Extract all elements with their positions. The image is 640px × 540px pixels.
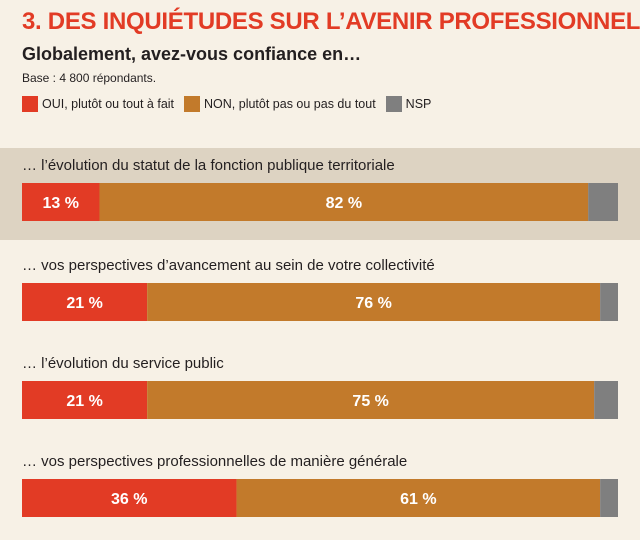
legend-item-nsp: NSP: [385, 96, 432, 112]
bar-nsp: [600, 479, 618, 517]
bar-non: [99, 183, 589, 221]
data-label-oui: 13 %: [43, 195, 79, 212]
data-label-non: 76 %: [355, 295, 391, 312]
bar-non: [147, 283, 601, 321]
bar-nsp: [594, 381, 618, 419]
data-label-non: 61 %: [400, 491, 436, 508]
bar-oui: [22, 381, 148, 419]
legend-label-nsp: NSP: [405, 97, 432, 111]
category-label: … vos perspectives professionnelles de m…: [22, 453, 407, 470]
category-label: … vos perspectives d’avancement au sein …: [22, 257, 435, 274]
legend-item-oui: OUI, plutôt ou tout à fait: [22, 96, 174, 112]
legend-swatch-oui: [22, 96, 38, 112]
base-note: Base : 4 800 répondants.: [22, 71, 157, 85]
legend: OUI, plutôt ou tout à fait NON, plutôt p…: [22, 96, 441, 112]
legend-item-non: NON, plutôt pas ou pas du tout: [184, 96, 376, 112]
bar-oui: [22, 283, 148, 321]
bar-oui: [22, 183, 100, 221]
data-label-non: 75 %: [352, 393, 388, 410]
data-label-oui: 21 %: [66, 295, 102, 312]
legend-swatch-nsp: [385, 96, 402, 112]
chart-subtitle: Globalement, avez-vous confiance en…: [22, 44, 362, 64]
legend-label-oui: OUI, plutôt ou tout à fait: [42, 97, 175, 111]
category-label: … l’évolution du statut de la fonction p…: [22, 157, 395, 174]
data-label-non: 82 %: [326, 195, 362, 212]
bar-non: [236, 479, 601, 517]
data-label-oui: 21 %: [66, 393, 102, 410]
category-label: … l’évolution du service public: [22, 355, 224, 372]
bar-oui: [22, 479, 237, 517]
chart-title: 3. DES INQUIÉTUDES SUR L’AVENIR PROFESSI…: [22, 8, 640, 35]
legend-label-non: NON, plutôt pas ou pas du tout: [204, 97, 376, 111]
bar-nsp: [588, 183, 618, 221]
legend-swatch-non: [184, 96, 201, 112]
bar-non: [147, 381, 595, 419]
data-label-oui: 36 %: [111, 491, 147, 508]
bar-nsp: [600, 283, 618, 321]
